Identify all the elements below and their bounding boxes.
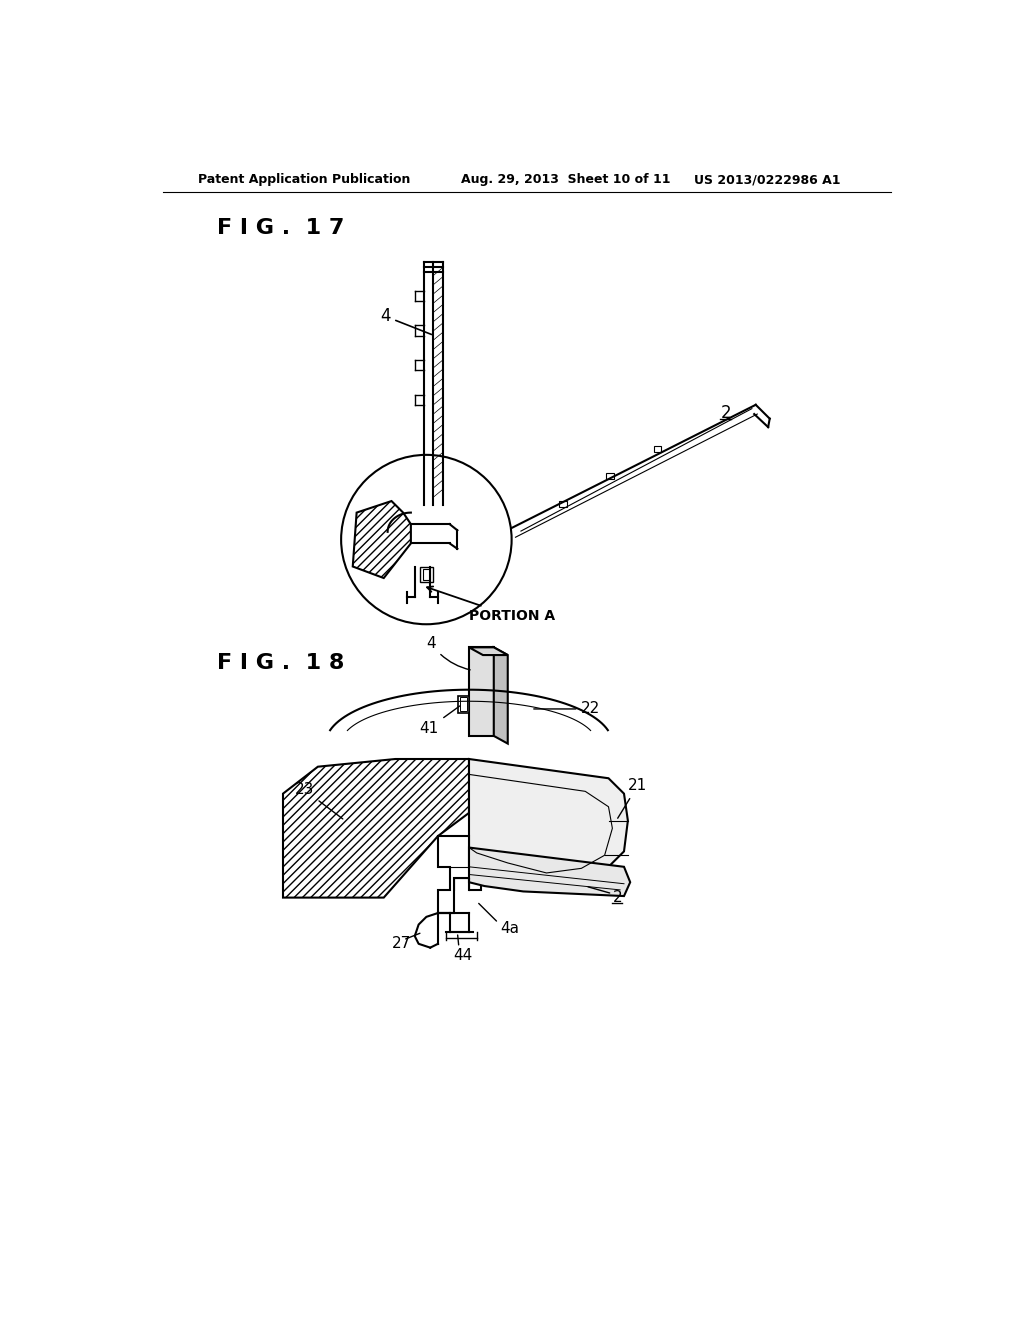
Polygon shape bbox=[469, 759, 628, 878]
Text: Patent Application Publication: Patent Application Publication bbox=[198, 173, 411, 186]
Polygon shape bbox=[469, 647, 508, 655]
Polygon shape bbox=[494, 647, 508, 743]
Text: F I G .  1 8: F I G . 1 8 bbox=[217, 653, 344, 673]
Bar bbox=[420, 566, 432, 582]
Text: 2: 2 bbox=[612, 890, 622, 906]
Text: 4: 4 bbox=[426, 636, 470, 669]
Text: Aug. 29, 2013  Sheet 10 of 11: Aug. 29, 2013 Sheet 10 of 11 bbox=[461, 173, 671, 186]
Bar bbox=[469, 647, 494, 737]
Text: 21: 21 bbox=[617, 779, 647, 818]
Bar bbox=[559, 500, 566, 507]
Polygon shape bbox=[438, 836, 480, 913]
Polygon shape bbox=[469, 847, 630, 896]
Text: F I G .  1 7: F I G . 1 7 bbox=[217, 218, 344, 238]
Text: 4a: 4a bbox=[500, 921, 519, 936]
Bar bbox=[606, 474, 614, 479]
Bar bbox=[653, 446, 662, 451]
Text: 23: 23 bbox=[295, 783, 343, 818]
Text: 44: 44 bbox=[454, 948, 473, 962]
Text: 2: 2 bbox=[721, 404, 731, 421]
Text: 27: 27 bbox=[391, 936, 411, 952]
Text: 41: 41 bbox=[420, 706, 460, 735]
Text: US 2013/0222986 A1: US 2013/0222986 A1 bbox=[693, 173, 841, 186]
Bar bbox=[423, 569, 430, 579]
Bar bbox=[460, 697, 467, 711]
Text: PORTION A: PORTION A bbox=[427, 586, 555, 623]
Bar bbox=[458, 696, 469, 713]
Text: 22: 22 bbox=[534, 701, 601, 717]
Text: 4: 4 bbox=[380, 308, 431, 334]
